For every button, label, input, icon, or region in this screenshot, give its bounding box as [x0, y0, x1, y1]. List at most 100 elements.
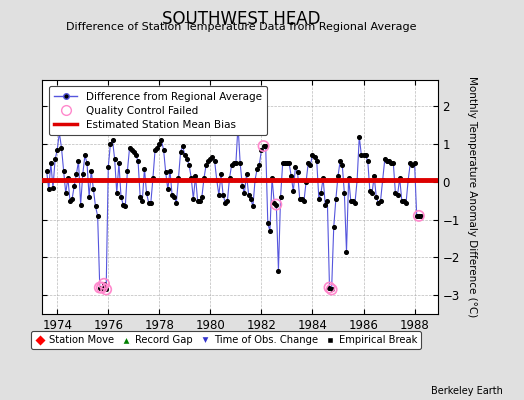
Point [272, 201, 280, 208]
Point [102, 286, 111, 293]
Point [374, 200, 383, 206]
Point [91, 203, 100, 210]
Point [406, 160, 414, 166]
Point [221, 200, 230, 206]
Y-axis label: Monthly Temperature Anomaly Difference (°C): Monthly Temperature Anomaly Difference (… [467, 76, 477, 318]
Point [270, 200, 278, 206]
Point [408, 162, 417, 168]
Point [230, 160, 238, 166]
Point [170, 194, 178, 200]
Point [291, 164, 300, 170]
Point [85, 194, 93, 200]
Point [125, 145, 134, 151]
Point [281, 160, 289, 166]
Point [264, 220, 272, 227]
Point [293, 169, 302, 176]
Point [121, 203, 129, 210]
Point [234, 122, 242, 128]
Point [289, 188, 298, 194]
Point [163, 186, 172, 193]
Point [362, 152, 370, 159]
Point [157, 137, 166, 144]
Point [259, 143, 268, 149]
Point [298, 196, 306, 202]
Point [249, 203, 257, 210]
Point [45, 186, 53, 193]
Point [191, 173, 200, 180]
Point [59, 167, 68, 174]
Point [177, 148, 185, 155]
Point [272, 201, 280, 208]
Point [366, 188, 374, 194]
Point [166, 167, 174, 174]
Point [357, 152, 366, 159]
Point [215, 192, 223, 198]
Point [127, 147, 136, 153]
Point [308, 152, 316, 159]
Point [61, 190, 70, 196]
Point [353, 177, 362, 183]
Point [42, 167, 51, 174]
Point [83, 160, 91, 166]
Point [185, 162, 193, 168]
Point [93, 213, 102, 219]
Point [238, 182, 246, 189]
Point [268, 175, 276, 181]
Point [66, 198, 74, 204]
Point [306, 162, 314, 168]
Point [304, 160, 312, 166]
Point [330, 224, 338, 230]
Text: SOUTHWEST HEAD: SOUTHWEST HEAD [162, 10, 320, 28]
Point [223, 198, 232, 204]
Point [140, 166, 149, 172]
Point [312, 158, 321, 164]
Point [385, 158, 393, 164]
Point [243, 171, 251, 178]
Point [87, 167, 95, 174]
Point [310, 154, 319, 160]
Point [417, 213, 425, 219]
Legend: Station Move, Record Gap, Time of Obs. Change, Empirical Break: Station Move, Record Gap, Time of Obs. C… [31, 331, 421, 349]
Point [321, 201, 330, 208]
Point [204, 158, 212, 164]
Point [187, 175, 195, 181]
Point [283, 160, 291, 166]
Point [323, 198, 332, 204]
Point [211, 158, 219, 164]
Point [342, 248, 351, 255]
Point [57, 145, 66, 151]
Point [168, 192, 176, 198]
Point [153, 145, 161, 151]
Point [179, 143, 187, 149]
Point [68, 196, 77, 202]
Point [161, 169, 170, 176]
Point [355, 134, 364, 140]
Point [172, 200, 181, 206]
Point [325, 284, 334, 291]
Point [376, 198, 385, 204]
Point [70, 182, 79, 189]
Point [53, 147, 61, 153]
Point [245, 192, 253, 198]
Point [145, 200, 153, 206]
Point [159, 147, 168, 153]
Point [266, 228, 274, 234]
Point [391, 190, 400, 196]
Point [398, 198, 406, 204]
Point [49, 184, 57, 191]
Point [319, 175, 328, 181]
Point [255, 162, 264, 168]
Point [217, 171, 225, 178]
Point [106, 141, 115, 147]
Point [195, 198, 204, 204]
Point [400, 198, 408, 204]
Point [368, 190, 376, 196]
Point [300, 198, 308, 204]
Point [151, 147, 159, 153]
Point [147, 200, 155, 206]
Point [181, 152, 189, 159]
Point [155, 141, 163, 147]
Point [232, 160, 240, 166]
Point [278, 160, 287, 166]
Point [402, 200, 410, 206]
